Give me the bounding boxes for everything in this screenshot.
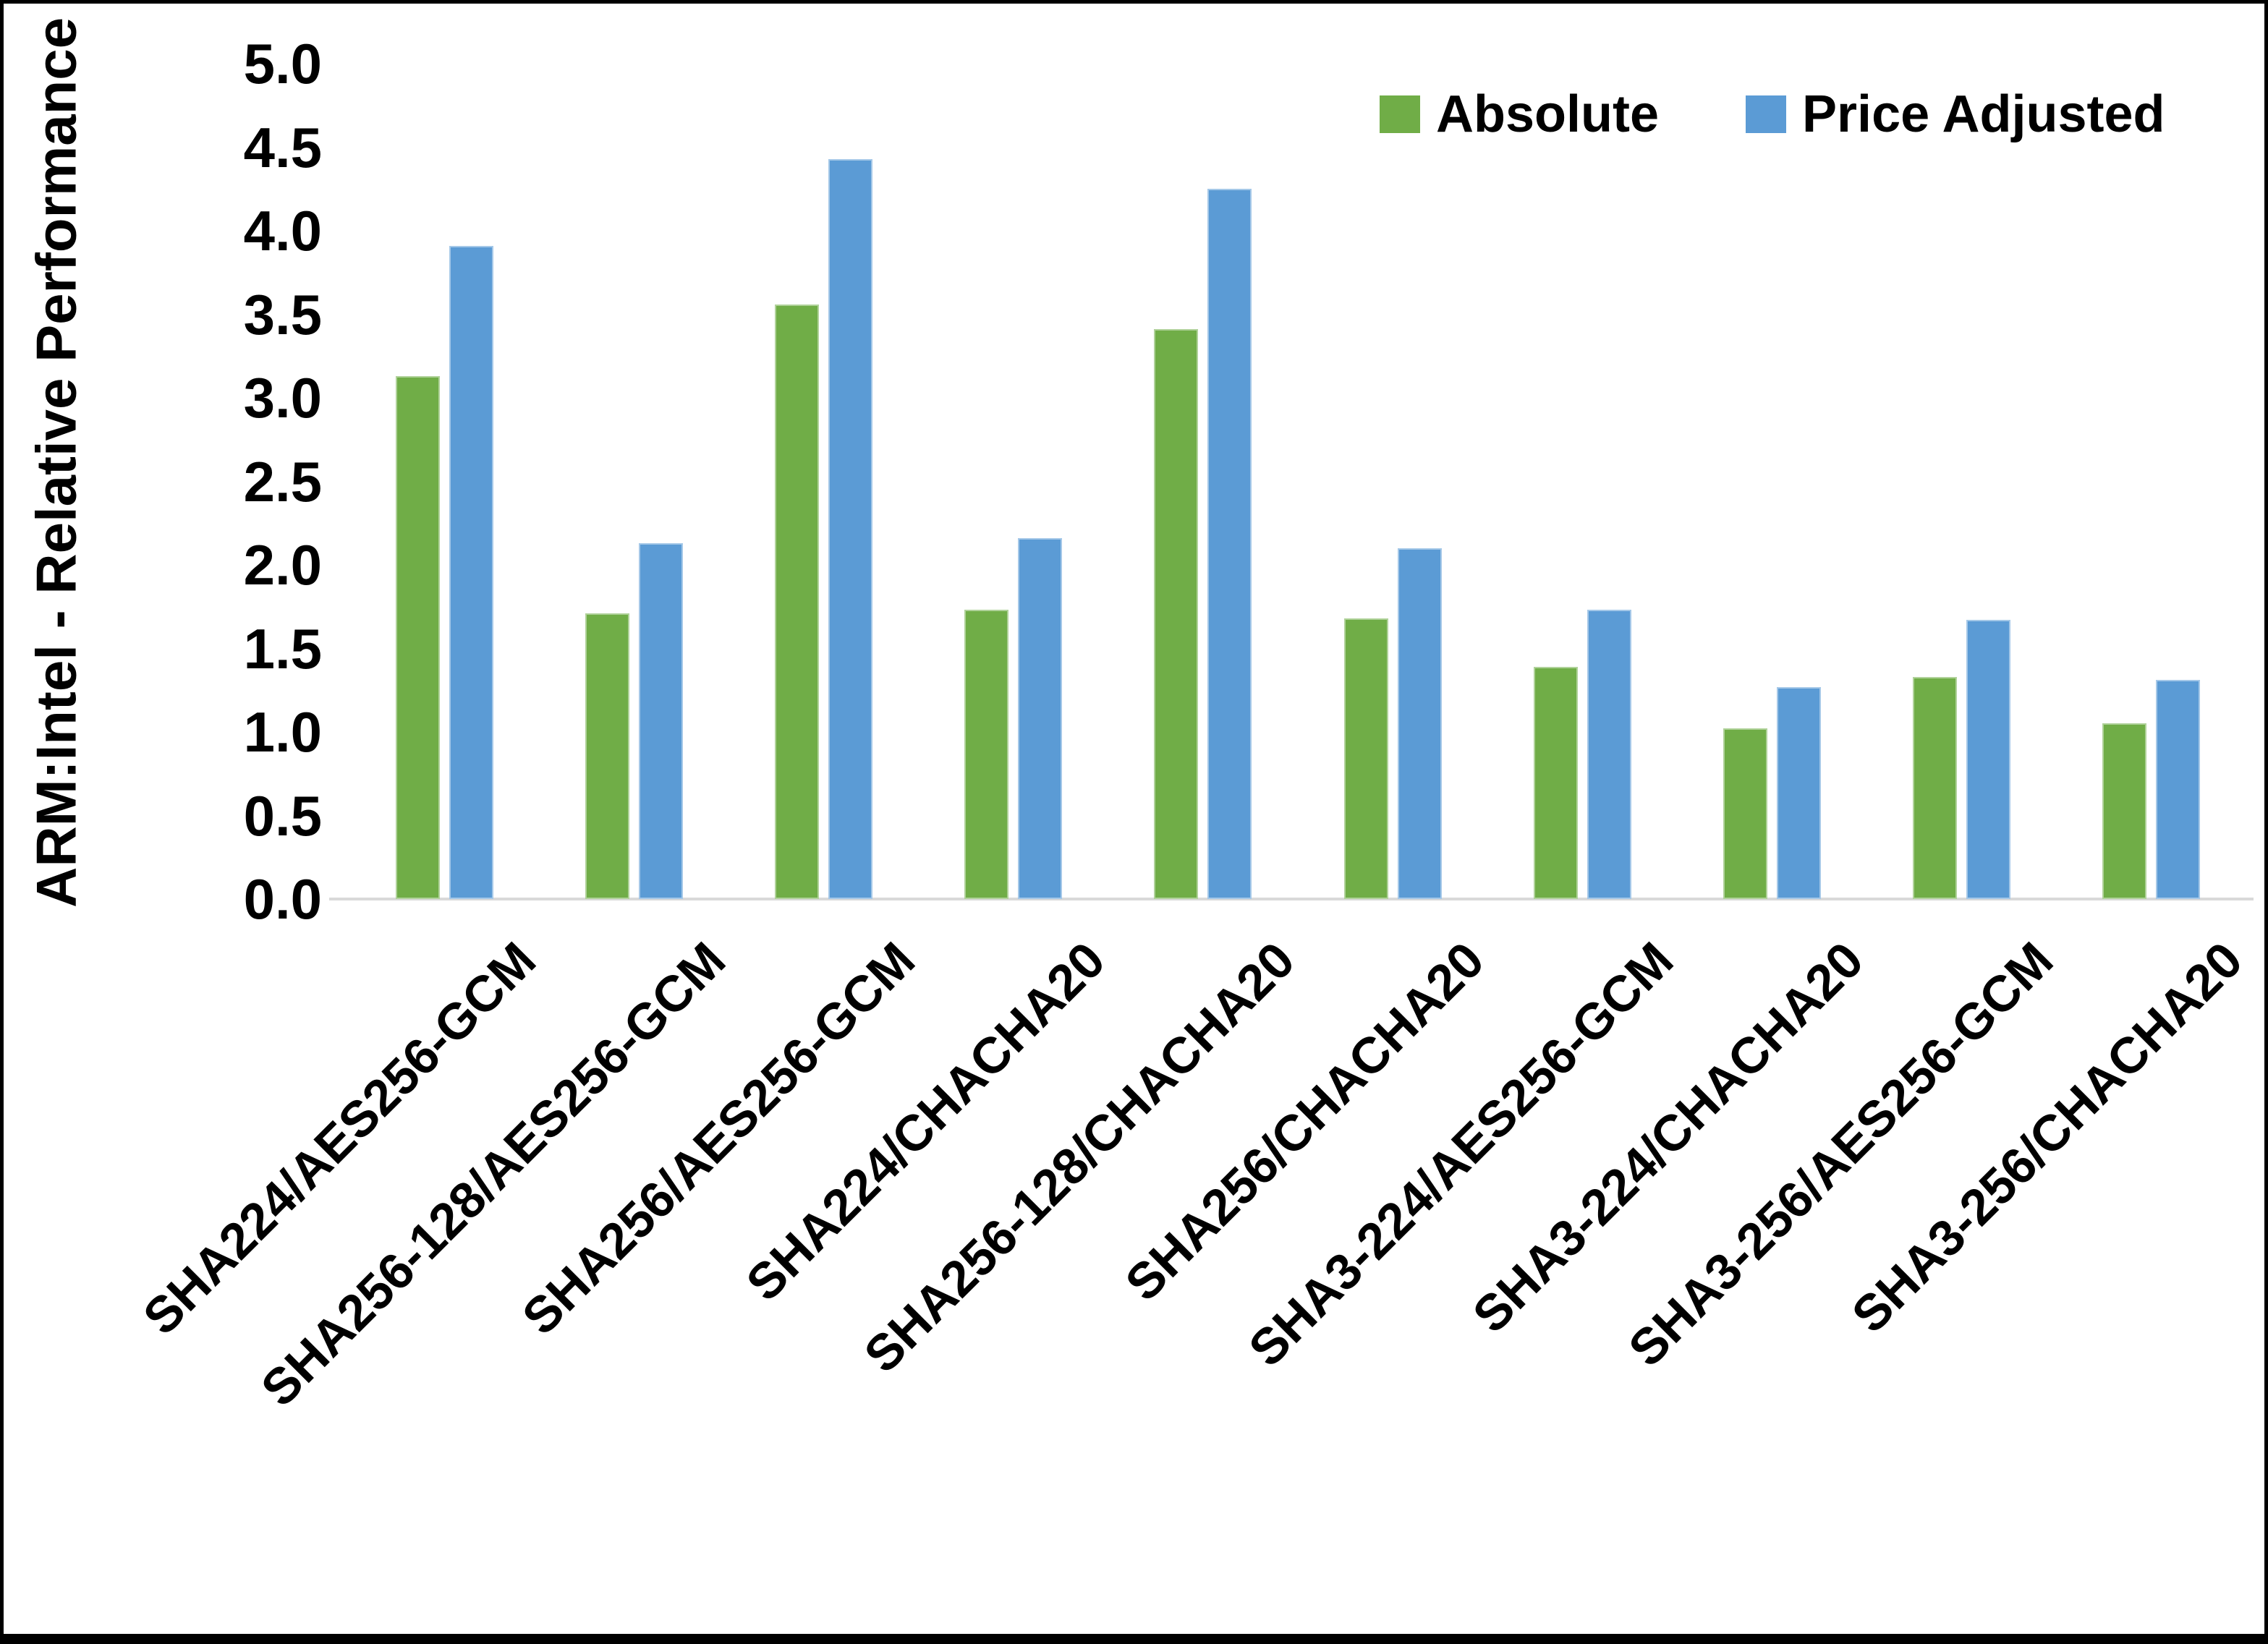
bar-absolute bbox=[1912, 676, 1957, 899]
y-tick-label: 4.5 bbox=[243, 115, 322, 179]
category-label: SHA256/CHACHA20 bbox=[1114, 931, 1495, 1312]
bar-absolute bbox=[2102, 723, 2146, 899]
y-tick-label: 1.0 bbox=[243, 700, 322, 764]
bar-price-adjusted bbox=[1776, 686, 1821, 899]
bar-price-adjusted bbox=[2155, 680, 2200, 899]
y-tick-label: 5.0 bbox=[243, 32, 322, 95]
bar-absolute bbox=[964, 610, 1009, 899]
bar-absolute bbox=[775, 304, 820, 899]
category-label: SHA256/AES256-GCM bbox=[511, 931, 926, 1346]
category-label: SHA3-256/CHACHA20 bbox=[1840, 931, 2254, 1344]
category-label: SHA224/CHACHA20 bbox=[735, 931, 1116, 1312]
bar-absolute bbox=[396, 375, 440, 899]
bar-price-adjusted bbox=[1018, 538, 1063, 899]
bar-absolute bbox=[1533, 666, 1578, 899]
y-tick-label: 4.0 bbox=[243, 199, 322, 263]
legend-entry-price-adjusted: Price Adjusted bbox=[1746, 85, 2165, 144]
bar-price-adjusted bbox=[1207, 189, 1252, 899]
category-label: SHA224/AES256-GCM bbox=[132, 931, 547, 1346]
x-axis-line bbox=[329, 898, 2254, 900]
bar-absolute bbox=[1343, 618, 1388, 899]
y-axis-title: ARM:Intel - Relative Performance bbox=[24, 17, 88, 908]
bar-price-adjusted bbox=[449, 245, 493, 899]
legend-entry-absolute: Absolute bbox=[1380, 85, 1659, 144]
y-tick-label: 2.0 bbox=[243, 533, 322, 597]
category-label: SHA3-224/CHACHA20 bbox=[1461, 931, 1874, 1344]
bar-absolute bbox=[1723, 728, 1767, 899]
legend-label: Price Adjusted bbox=[1802, 85, 2165, 143]
legend-swatch-icon bbox=[1380, 95, 1420, 133]
y-tick-label: 3.5 bbox=[243, 282, 322, 346]
legend: Absolute Price Adjusted bbox=[1380, 85, 2165, 144]
bar-absolute bbox=[1154, 329, 1199, 899]
y-tick-label: 1.5 bbox=[243, 616, 322, 681]
y-tick-label: 3.0 bbox=[243, 366, 322, 430]
bar-price-adjusted bbox=[639, 542, 684, 899]
y-tick-label: 2.5 bbox=[243, 449, 322, 514]
bar-price-adjusted bbox=[1397, 548, 1442, 899]
bar-absolute bbox=[585, 613, 630, 899]
y-tick-label: 0.5 bbox=[243, 783, 322, 848]
legend-swatch-icon bbox=[1746, 95, 1787, 133]
legend-label: Absolute bbox=[1436, 85, 1660, 143]
y-tick-label: 0.0 bbox=[243, 867, 322, 931]
bar-price-adjusted bbox=[1966, 620, 2010, 899]
bar-price-adjusted bbox=[1587, 610, 1631, 899]
bar-price-adjusted bbox=[828, 158, 873, 899]
